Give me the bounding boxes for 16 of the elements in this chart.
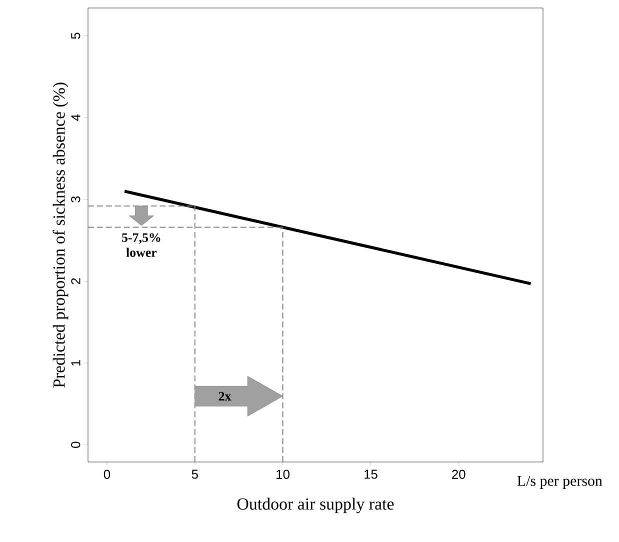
x-tick-label: 15 — [364, 470, 378, 479]
y-tick-label: 5 — [71, 32, 80, 39]
x-tick-label: 10 — [276, 470, 290, 479]
annotation: 5-7,5% lower — [122, 233, 160, 257]
y-tick-label: 4 — [71, 114, 80, 121]
x-tick-label: 5 — [192, 470, 198, 479]
y-axis-title: Predicted proportion of sickness absence (%) — [52, 82, 68, 388]
y-tick-label: 0 — [71, 442, 80, 448]
x-tick-label: 0 — [104, 470, 110, 479]
x-axis-title: Outdoor air supply rate — [237, 498, 394, 514]
annotation: 2x — [218, 392, 232, 400]
x-tick-label: 20 — [452, 470, 466, 479]
y-tick-label: 1 — [71, 360, 80, 366]
y-tick-label: 3 — [71, 196, 80, 203]
text: L/s per person — [517, 476, 602, 489]
y-tick-label: 2 — [71, 278, 80, 284]
